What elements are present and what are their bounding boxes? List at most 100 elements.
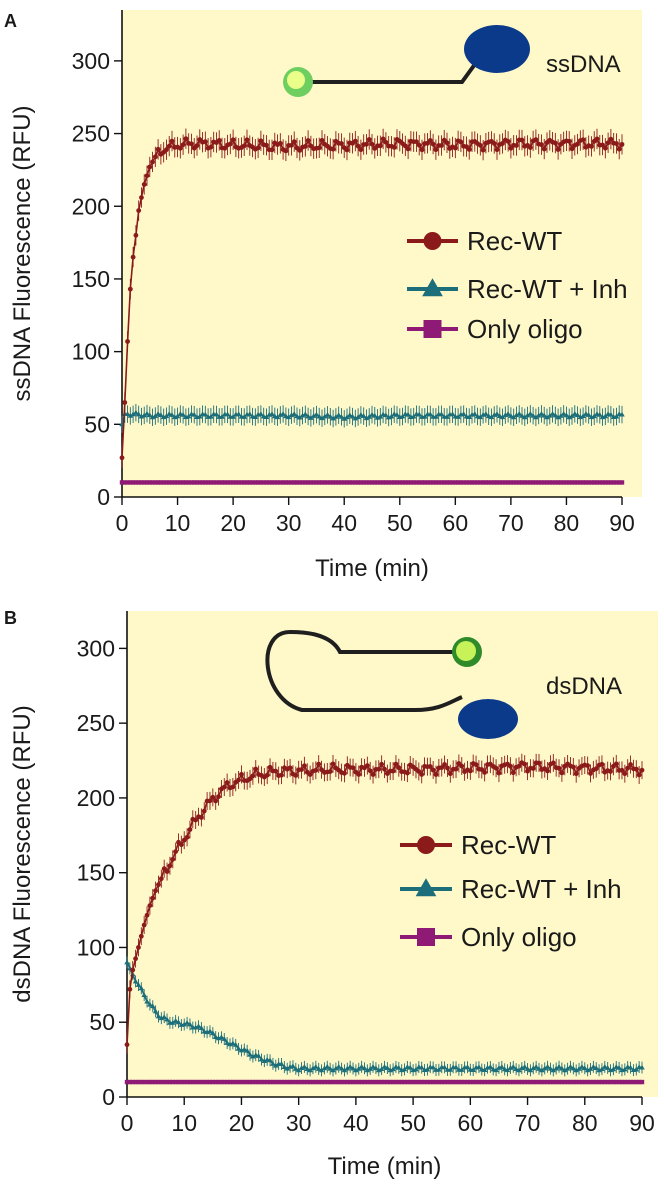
data-point [244,480,250,485]
data-point [541,412,547,418]
data-point [442,762,447,767]
y-tick-label: 300 [72,48,110,74]
data-point [575,480,580,485]
data-point [508,413,514,418]
data-point [608,136,614,142]
data-point [184,1079,190,1085]
data-point [619,480,625,485]
data-point [350,765,356,771]
data-point [419,771,425,777]
data-point [310,1065,316,1071]
data-point [388,413,395,419]
data-point [124,1079,130,1085]
data-point [379,1079,384,1085]
ssdna-strand [300,58,480,84]
data-point [367,1066,373,1071]
data-point [290,1079,296,1085]
data-point [439,765,445,770]
data-point [510,414,517,420]
data-point [355,143,361,149]
data-point [352,415,359,421]
data-point [487,1064,494,1069]
data-point [628,1079,633,1085]
data-point [161,1079,167,1085]
data-point [488,1079,493,1085]
data-point [410,1079,416,1085]
data-point [599,761,605,767]
data-point [499,1079,505,1085]
data-point [445,765,450,771]
data-point [167,863,173,869]
data-point [616,1079,622,1085]
data-point [491,141,497,146]
data-point [516,763,522,769]
data-point [133,409,139,415]
data-point [345,1079,350,1085]
data-point [527,145,533,150]
data-point [207,1028,213,1034]
chart-dsdna: B 0 50 100 150 200 250 300 0 10 20 30 40 50 60 70 80 90 Ti… [4,608,658,1180]
data-point [430,1079,436,1085]
data-point [550,760,556,766]
data-point [270,1079,276,1085]
data-point [611,1079,616,1085]
data-point [531,1079,536,1085]
data-point [499,1064,505,1069]
data-point [469,480,475,485]
data-point [144,173,150,179]
plot-background [127,611,658,1097]
x-tick-label: 70 [515,1110,541,1136]
data-point [464,1064,471,1070]
data-point [189,480,194,485]
data-point [385,1079,390,1085]
data-point [585,763,591,768]
data-point [458,139,464,145]
legend-marker [422,278,443,297]
data-point [597,411,603,417]
data-point [173,1079,178,1085]
data-point [472,411,478,416]
data-point [172,1018,179,1023]
data-point [169,138,175,144]
data-point [280,480,286,485]
data-point [542,1079,547,1085]
data-point [164,480,169,485]
data-point [179,1079,184,1085]
data-point [570,1065,577,1071]
data-point [344,1065,351,1071]
data-point [235,1046,242,1051]
data-point [614,480,619,485]
data-point [370,772,376,777]
data-point [402,1079,407,1085]
data-point [327,1079,333,1085]
data-point [322,1079,327,1085]
data-point [483,411,489,416]
data-point [178,480,183,485]
data-point [396,1079,402,1085]
data-point [278,1061,285,1066]
data-point [314,480,319,485]
data-point [308,480,314,485]
data-point [588,1079,593,1085]
x-tick-label: 40 [331,510,357,536]
data-point [253,766,259,772]
data-point [150,159,155,165]
data-point [619,411,625,417]
data-point [170,1019,176,1025]
data-point [425,480,430,485]
data-point [139,195,144,200]
data-point [230,137,236,143]
data-point [302,411,309,417]
data-point [210,1079,216,1085]
data-point [136,1079,141,1085]
data-point [573,771,579,777]
data-point [555,414,561,420]
data-point [407,1064,414,1070]
data-point [483,480,489,485]
data-point [333,1079,339,1085]
data-point [138,985,145,991]
data-point [468,1079,473,1085]
data-point [466,414,472,420]
data-point [405,411,411,417]
data-point [152,1008,159,1014]
